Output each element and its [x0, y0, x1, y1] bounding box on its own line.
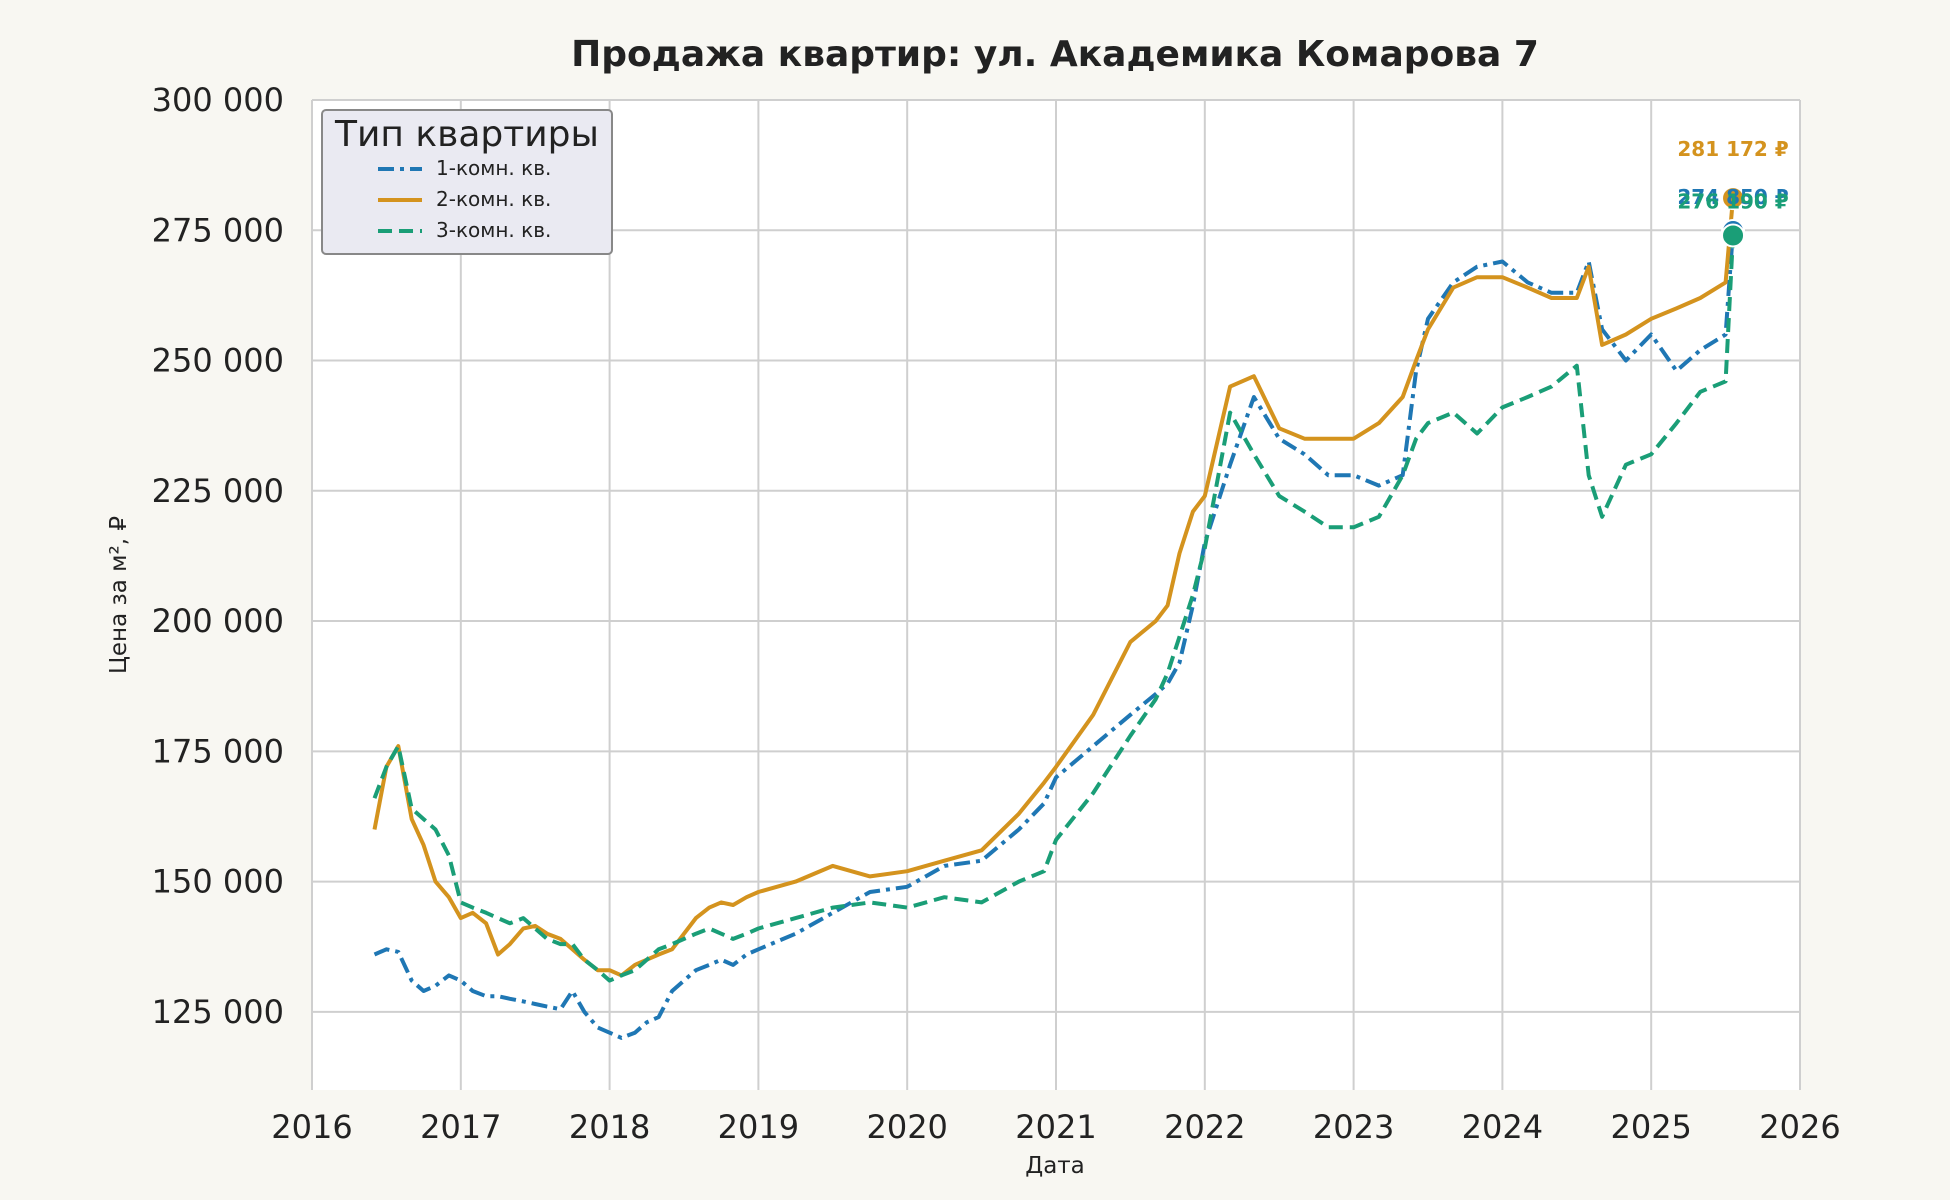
endpoint-markers [1721, 186, 1746, 248]
x-axis-label: Дата [1025, 1153, 1085, 1179]
value-annotation: 274 850 ₽ [1677, 185, 1788, 209]
x-tick-label: 2021 [1015, 1108, 1096, 1146]
legend-items: 1-комн. кв. 2-комн. кв. 3-комн. кв. [378, 156, 551, 242]
x-tick-label: 2017 [420, 1108, 501, 1146]
y-tick-labels: 125 000 150 000 175 000 200 000 225 000 250 0… [152, 81, 284, 1031]
grid [311, 99, 1801, 1090]
x-tick-label: 2026 [1759, 1108, 1840, 1146]
y-tick-label: 125 000 [152, 993, 284, 1031]
x-tick-label: 2022 [1164, 1108, 1245, 1146]
x-tick-label: 2019 [718, 1108, 799, 1146]
x-tick-label: 2025 [1610, 1108, 1691, 1146]
series-layer [372, 197, 1735, 1040]
series-line-3-комн-кв [372, 235, 1735, 983]
legend-label: 2-комн. кв. [436, 187, 551, 211]
endpoint-marker-2-комн-кв [1721, 186, 1746, 211]
x-tick-label: 2016 [271, 1108, 352, 1146]
legend-box [321, 109, 613, 255]
legend: Тип квартиры 1-комн. кв. 2-комн. кв. 3-ком… [321, 109, 613, 255]
y-axis-label: Цена за м², ₽ [106, 516, 132, 674]
value-annotation: 276 190 ₽ [1677, 189, 1788, 213]
annotations: 281 172 ₽ 274 850 ₽276 190 ₽ [1677, 137, 1788, 213]
y-tick-label: 150 000 [152, 863, 284, 901]
y-tick-label: 225 000 [152, 472, 284, 510]
series-line-1-комн-кв [373, 230, 1735, 1040]
value-annotation: 281 172 ₽ [1677, 137, 1788, 161]
legend-label: 3-комн. кв. [436, 218, 551, 242]
legend-title: Тип квартиры [334, 114, 599, 155]
x-tick-labels: 2016 2017 2018 2019 2020 2021 2022 2023 2024 2025… [271, 1108, 1840, 1146]
x-tick-label: 2020 [866, 1108, 947, 1146]
y-tick-label: 300 000 [152, 81, 284, 119]
y-tick-label: 275 000 [152, 211, 284, 249]
x-tick-label: 2023 [1313, 1108, 1394, 1146]
x-tick-label: 2018 [569, 1108, 650, 1146]
y-tick-label: 250 000 [152, 342, 284, 380]
y-tick-label: 175 000 [152, 732, 284, 770]
chart-title: Продажа квартир: ул. Академика Комарова … [571, 34, 1539, 75]
y-tick-label: 200 000 [152, 602, 284, 640]
x-tick-label: 2024 [1462, 1108, 1543, 1146]
legend-label: 1-комн. кв. [436, 156, 551, 180]
endpoint-marker-3-комн-кв [1721, 223, 1746, 248]
series-line-2-комн-кв [372, 197, 1735, 978]
